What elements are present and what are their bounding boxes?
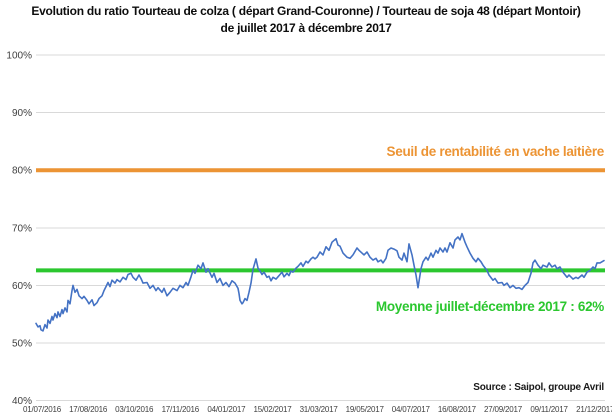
x-axis-tick-label: 04/01/2017 bbox=[207, 405, 246, 414]
y-axis-tick-label: 50% bbox=[12, 339, 32, 350]
x-axis-tick-label: 27/09/2017 bbox=[484, 405, 523, 414]
x-axis-tick-label: 03/10/2016 bbox=[115, 405, 154, 414]
x-axis-tick-label: 19/05/2017 bbox=[346, 405, 385, 414]
x-axis-tick-label: 21/12/2017 bbox=[576, 405, 612, 414]
source-caption: Source : Saipol, groupe Avril bbox=[473, 382, 604, 393]
y-axis-tick-label: 100% bbox=[6, 51, 32, 62]
x-axis-tick-label: 16/08/2017 bbox=[438, 405, 477, 414]
y-axis-tick-label: 60% bbox=[12, 281, 32, 292]
x-axis-tick-label: 17/08/2016 bbox=[69, 405, 108, 414]
y-axis-tick-label: 40% bbox=[12, 396, 32, 407]
chart-title-line2: de juillet 2017 à décembre 2017 bbox=[220, 20, 392, 35]
x-axis-tick-label: 09/11/2017 bbox=[530, 405, 568, 414]
chart-title: Evolution du ratio Tourteau de colza ( d… bbox=[0, 3, 612, 36]
x-axis-tick-label: 15/02/2017 bbox=[253, 405, 292, 414]
threshold-label: Seuil de rentabilité en vache laitière bbox=[386, 144, 605, 159]
y-axis-tick-label: 90% bbox=[12, 108, 32, 119]
x-axis-tick-label: 17/11/2016 bbox=[162, 405, 200, 414]
x-axis-tick-label: 04/07/2017 bbox=[392, 405, 431, 414]
average-label: Moyenne juillet-décembre 2017 : 62% bbox=[375, 299, 604, 314]
x-axis-tick-label: 01/07/2016 bbox=[23, 405, 62, 414]
y-axis-tick-label: 80% bbox=[12, 166, 32, 177]
ratio-series-line bbox=[35, 232, 605, 332]
chart-title-line1: Evolution du ratio Tourteau de colza ( d… bbox=[31, 4, 581, 18]
x-axis-tick-label: 31/03/2017 bbox=[300, 405, 339, 414]
y-axis-tick-label: 70% bbox=[12, 223, 32, 234]
